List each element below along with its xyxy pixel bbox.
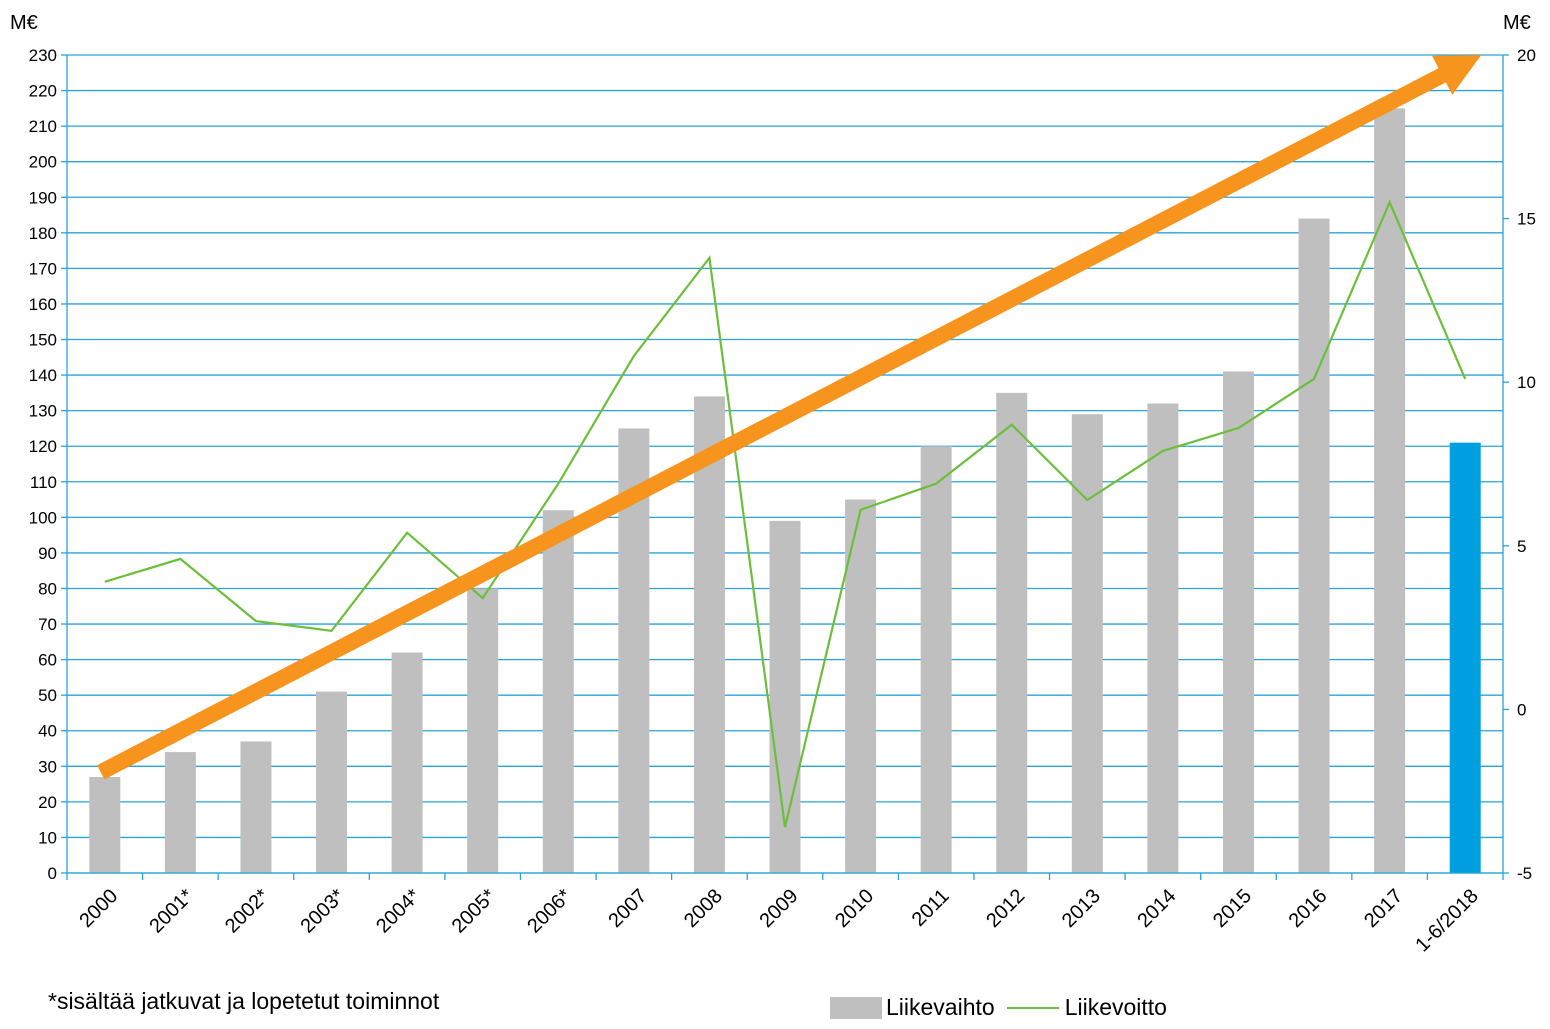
- right-tick-label: 10: [1517, 373, 1536, 392]
- left-tick-label: 30: [38, 757, 57, 776]
- trend-arrow-shaft: [97, 66, 1450, 780]
- bar: [1374, 108, 1406, 873]
- legend-label-profit: Liikevoitto: [1064, 994, 1167, 1020]
- bar: [1222, 371, 1254, 873]
- bar: [693, 396, 725, 873]
- footnote: *sisältää jatkuvat ja lopetetut toiminno…: [48, 988, 440, 1014]
- left-tick-label: 150: [29, 331, 57, 350]
- x-tick-label: 2001*: [145, 885, 198, 938]
- left-tick-label: 50: [38, 686, 57, 705]
- right-axis-unit: M€: [1503, 12, 1531, 34]
- bar: [164, 752, 196, 873]
- left-tick-label: 60: [38, 651, 57, 670]
- profit-line: [104, 199, 1467, 828]
- bar: [920, 446, 952, 873]
- left-tick-label: 0: [48, 864, 57, 883]
- left-tick-label: 160: [29, 295, 57, 314]
- left-tick-label: 140: [29, 366, 57, 385]
- x-tick-label: 2015: [1209, 885, 1256, 932]
- x-tick-label: 2006*: [523, 885, 576, 938]
- legend-swatch-profit: [1006, 1006, 1059, 1009]
- left-tick-label: 90: [38, 544, 57, 563]
- trend-arrow: [97, 55, 1482, 780]
- x-tick-label: 2000: [75, 885, 122, 932]
- bar: [769, 520, 801, 873]
- legend-swatch-revenue: [830, 996, 882, 1019]
- x-tick-label: 2010: [831, 885, 878, 932]
- left-tick-label: 110: [30, 473, 57, 492]
- x-tick-label: 2005*: [448, 885, 501, 938]
- left-tick-label: 170: [29, 259, 57, 278]
- left-tick-label: 190: [29, 188, 57, 207]
- bar: [316, 691, 348, 873]
- left-tick-label: 10: [38, 828, 57, 847]
- bar: [1449, 442, 1481, 873]
- left-tick-label: 180: [29, 224, 57, 243]
- bar: [845, 499, 877, 873]
- right-tick-label: 20: [1517, 46, 1536, 65]
- x-tick-label: 2011: [908, 885, 954, 931]
- x-tick-label: 2017: [1360, 885, 1407, 932]
- bar: [1147, 403, 1179, 873]
- left-tick-label: 130: [29, 402, 57, 421]
- legend: Liikevaihto Liikevoitto: [830, 994, 1179, 1021]
- profit-line-layer: [104, 199, 1467, 828]
- x-tick-label: 1-6/2018: [1411, 885, 1482, 956]
- x-tick-label: 2016: [1285, 885, 1332, 932]
- left-tick-label: 210: [29, 117, 57, 136]
- bar: [1071, 414, 1103, 873]
- x-tick-label: 2009: [756, 885, 803, 932]
- bar: [542, 510, 574, 873]
- bar: [391, 652, 423, 873]
- right-tick-label: -5: [1517, 864, 1532, 883]
- right-tick-label: 5: [1517, 537, 1526, 556]
- left-axis-unit: M€: [10, 12, 38, 34]
- left-tick-label: 100: [29, 508, 57, 527]
- x-tick-label: 2007: [604, 885, 651, 932]
- x-tick-label: 2004*: [372, 885, 425, 938]
- legend-item-revenue: Liikevaihto: [830, 994, 995, 1021]
- x-tick-label: 2013: [1058, 885, 1105, 932]
- bars: [89, 108, 1481, 874]
- bar: [240, 741, 272, 873]
- left-tick-label: 220: [29, 82, 57, 101]
- left-tick-label: 200: [29, 153, 57, 172]
- left-tick-label: 20: [38, 793, 57, 812]
- left-tick-label: 40: [38, 722, 57, 741]
- legend-label-revenue: Liikevaihto: [886, 994, 995, 1020]
- x-tick-label: 2002*: [221, 885, 274, 938]
- legend-item-profit: Liikevoitto: [1006, 994, 1167, 1021]
- bar: [996, 392, 1028, 873]
- x-tick-label: 2012: [982, 885, 1029, 932]
- right-tick-label: 15: [1517, 210, 1536, 229]
- x-tick-label: 2003*: [297, 885, 350, 938]
- bar: [467, 588, 499, 873]
- left-tick-label: 120: [29, 437, 57, 456]
- bar: [89, 776, 121, 873]
- bar: [1298, 218, 1330, 874]
- left-tick-label: 80: [38, 579, 57, 598]
- left-tick-label: 70: [38, 615, 57, 634]
- left-tick-label: 230: [29, 46, 57, 65]
- right-tick-label: 0: [1517, 700, 1526, 719]
- trend-arrow-head: [1432, 55, 1482, 95]
- x-tick-label: 2014: [1133, 885, 1180, 932]
- x-tick-label: 2008: [680, 885, 727, 932]
